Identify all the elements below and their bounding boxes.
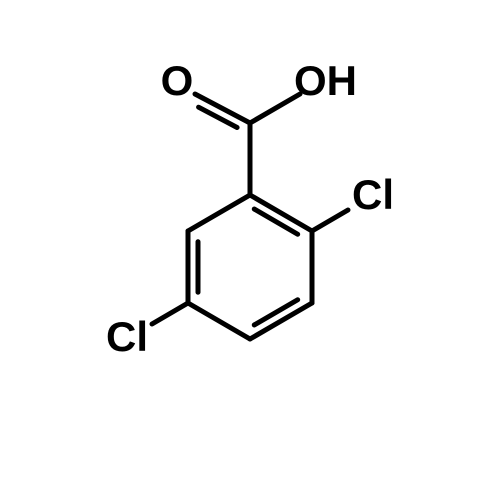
atom-label-cl_r2: Cl	[352, 171, 394, 218]
chemical-structure-diagram: O OH Cl Cl	[0, 0, 500, 500]
atom-label-o_dbl: O	[161, 57, 194, 104]
atom-label-cl_r5: Cl	[106, 313, 148, 360]
atom-label-oh: OH	[294, 57, 357, 104]
